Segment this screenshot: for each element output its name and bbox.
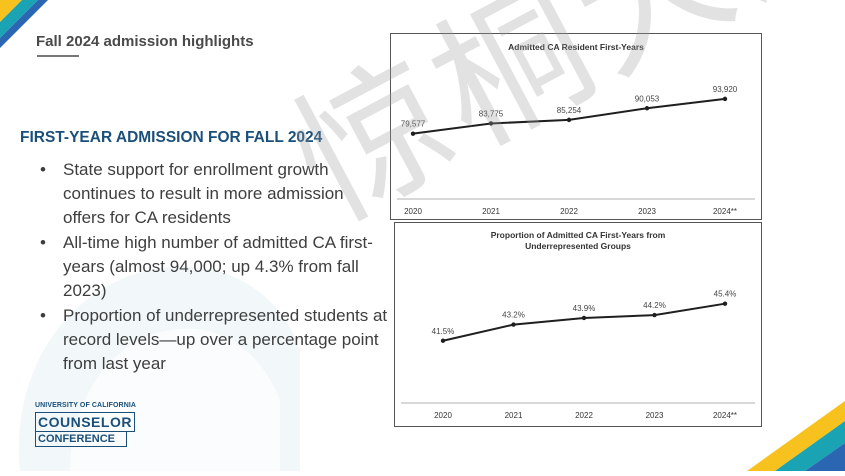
logo-conference-text: CONFERENCE (35, 432, 127, 447)
data-label: 90,053 (635, 94, 660, 103)
x-tick-label: 2022 (575, 411, 593, 420)
bullet-dot: • (40, 233, 46, 252)
admitted-residents-chart-svg: Admitted CA Resident First-Years 79,577 20… (397, 42, 755, 216)
x-tick-label: 2021 (505, 411, 523, 420)
x-tick-label: 2020 (434, 411, 452, 420)
chart-title: Underrepresented Groups (525, 241, 631, 251)
x-tick-label: 2023 (646, 411, 664, 420)
logo-counselor-text: COUNSELOR (35, 412, 135, 432)
data-point (722, 301, 728, 306)
data-point (644, 106, 650, 111)
data-label: 79,577 (401, 120, 426, 129)
bullet-text: Proportion of underrepresented students … (63, 306, 388, 373)
x-tick-label: 2020 (404, 207, 422, 216)
x-tick-label: 2022 (560, 207, 578, 216)
section-heading: FIRST-YEAR ADMISSION FOR FALL 2024 (20, 129, 323, 146)
bullet-item: • All-time high number of admitted CA fir… (40, 231, 390, 303)
data-label: 45.4% (714, 290, 737, 299)
data-point (652, 312, 657, 318)
conference-logo: UNIVERSITY OF CALIFORNIA COUNSELOR CONFE… (35, 402, 140, 447)
bullet-list: • State support for enrollment growth con… (40, 158, 390, 377)
data-label: 43.2% (502, 311, 525, 320)
data-label: 93,920 (713, 85, 738, 94)
data-point (410, 131, 416, 136)
data-label: 44.2% (643, 301, 666, 310)
x-tick-label: 2021 (482, 207, 500, 216)
bullet-item: • Proportion of underrepresented students… (40, 304, 390, 376)
x-tick-label: 2024** (713, 411, 737, 420)
bullet-dot: • (40, 306, 46, 325)
data-label: 83,775 (479, 109, 504, 118)
corner-decoration (0, 0, 60, 60)
data-label: 41.5% (432, 327, 455, 336)
data-label: 43.9% (573, 304, 596, 313)
data-label: 85,254 (557, 106, 582, 115)
series-line (412, 97, 726, 135)
bullet-text: State support for enrollment growth cont… (63, 160, 344, 227)
bullet-dot: • (40, 160, 46, 179)
data-point (722, 96, 728, 102)
background-arc (0, 230, 300, 476)
data-point (566, 117, 572, 123)
x-tick-label: 2024** (713, 207, 737, 216)
chart-title: Proportion of Admitted CA First-Years fr… (491, 230, 666, 240)
data-point (440, 338, 446, 343)
slide-title: Fall 2024 admission highlights (36, 33, 254, 50)
underrepresented-proportion-chart-svg: Proportion of Admitted CA First-Years fr… (401, 230, 755, 420)
bullet-item: • State support for enrollment growth con… (40, 158, 390, 230)
x-tick-label: 2023 (638, 207, 656, 216)
chart-title: Admitted CA Resident First-Years (508, 42, 644, 52)
admitted-residents-chart: Admitted CA Resident First-Years 79,577 20… (390, 33, 762, 220)
logo-university-text: UNIVERSITY OF CALIFORNIA (35, 402, 137, 409)
data-point (511, 322, 516, 327)
data-point (581, 315, 587, 321)
title-underline (37, 55, 79, 57)
corner-decoration-bottom (725, 401, 845, 471)
underrepresented-proportion-chart: Proportion of Admitted CA First-Years fr… (394, 222, 762, 427)
data-point (488, 121, 494, 126)
bullet-text: All-time high number of admitted CA firs… (63, 233, 373, 300)
